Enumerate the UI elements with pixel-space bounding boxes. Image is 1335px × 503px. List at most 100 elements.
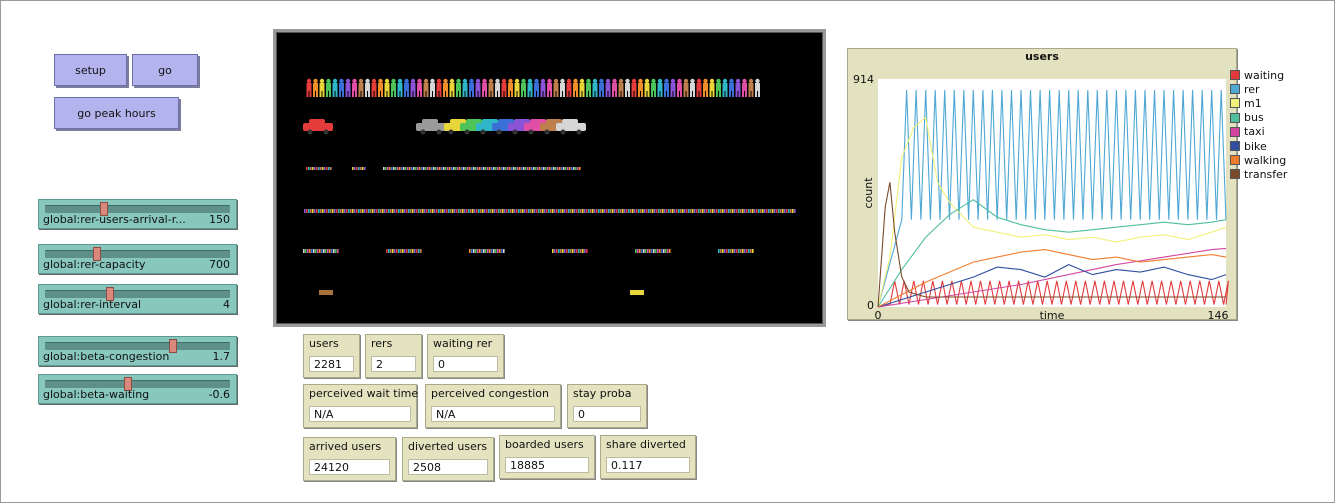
bus-agent xyxy=(330,167,332,170)
metro-agent xyxy=(618,209,620,213)
bus-agent xyxy=(517,167,519,170)
metro-agent xyxy=(498,209,500,213)
metro-agent xyxy=(592,209,594,213)
bus-agent xyxy=(417,167,419,170)
metro-agent xyxy=(572,209,574,213)
legend-item-bus: bus xyxy=(1230,111,1287,125)
monitor-label: share diverted xyxy=(606,438,686,451)
person-agent xyxy=(462,78,468,97)
person-agent xyxy=(365,78,370,97)
slider-value: 700 xyxy=(209,258,230,271)
rer-agent xyxy=(698,249,701,253)
slider-rer-interval[interactable]: global:rer-interval 4 xyxy=(38,284,237,314)
person-agent xyxy=(358,78,364,97)
person-agent xyxy=(313,78,318,97)
rer-agent xyxy=(593,249,596,253)
person-agent xyxy=(540,78,546,97)
metro-agent xyxy=(614,209,616,213)
metro-agent xyxy=(750,209,752,213)
rer-agent xyxy=(730,249,732,253)
rer-agent xyxy=(738,249,740,253)
rer-agent xyxy=(556,249,558,253)
rer-agent xyxy=(609,249,612,253)
person-agent xyxy=(579,78,585,97)
person-agent xyxy=(475,78,481,97)
slider-thumb[interactable] xyxy=(168,339,177,353)
go-peak-hours-button[interactable]: go peak hours xyxy=(54,97,179,129)
go-button[interactable]: go xyxy=(132,54,198,86)
bus-agent xyxy=(555,167,557,170)
metro-agent xyxy=(686,209,688,213)
slider-thumb[interactable] xyxy=(100,202,109,216)
setup-button[interactable]: setup xyxy=(54,54,127,86)
slider-track xyxy=(45,380,230,388)
rer-agent xyxy=(777,249,780,253)
metro-agent xyxy=(482,209,484,213)
slider-rer-users-arrival-rate[interactable]: global:rer-users-arrival-r... 150 xyxy=(38,199,237,229)
rer-agent xyxy=(497,249,499,253)
slider-rer-capacity[interactable]: global:rer-capacity 700 xyxy=(38,244,237,274)
metro-agent xyxy=(546,209,548,213)
bus-agent xyxy=(451,167,453,170)
rer-agent xyxy=(635,249,637,253)
bus-agent xyxy=(433,167,435,170)
metro-agent xyxy=(748,209,750,213)
series-line-rer xyxy=(877,89,1227,308)
slider-thumb[interactable] xyxy=(93,247,102,261)
metro-agent xyxy=(790,209,792,213)
metro-agent xyxy=(782,209,784,213)
y-tick-label: 914 xyxy=(853,73,874,86)
rer-agent xyxy=(451,249,454,253)
rer-agent xyxy=(576,249,578,253)
legend-item-rer: rer xyxy=(1230,82,1287,96)
slider-beta-waiting[interactable]: global:beta-waiting -0.6 xyxy=(38,374,237,404)
rer-agent xyxy=(568,249,570,253)
metro-agent xyxy=(464,209,466,213)
monitor-stay-proba: stay proba 0 xyxy=(567,384,647,428)
rer-agent xyxy=(453,249,456,253)
metro-agent xyxy=(502,209,504,213)
rer-agent xyxy=(613,249,616,253)
metro-agent xyxy=(462,209,464,213)
slider-thumb[interactable] xyxy=(123,377,132,391)
metro-agent xyxy=(722,209,724,213)
metro-agent xyxy=(500,209,502,213)
world-view[interactable] xyxy=(273,29,826,327)
metro-agent xyxy=(566,209,568,213)
series-line-bike xyxy=(877,263,1227,308)
slider-beta-congestion[interactable]: global:beta-congestion 1.7 xyxy=(38,336,237,366)
metro-agent xyxy=(416,209,418,213)
person-agent xyxy=(306,78,312,97)
person-agent xyxy=(690,78,695,97)
bus-agent xyxy=(519,167,521,170)
metro-agent xyxy=(578,209,580,213)
slider-thumb[interactable] xyxy=(105,287,114,301)
rer-agent xyxy=(566,249,568,253)
rer-agent xyxy=(582,249,584,253)
bus-agent xyxy=(411,167,413,170)
metro-agent xyxy=(522,209,524,213)
bus-agent xyxy=(407,167,409,170)
metro-agent xyxy=(336,209,338,213)
rer-agent xyxy=(366,249,369,253)
person-agent xyxy=(586,78,591,97)
rer-agent xyxy=(337,249,339,253)
monitor-label: stay proba xyxy=(573,387,632,400)
metro-agent xyxy=(746,209,748,213)
metro-agent xyxy=(612,209,614,213)
metro-agent xyxy=(760,209,762,213)
metro-agent xyxy=(526,209,528,213)
metro-agent xyxy=(690,209,692,213)
rer-agent xyxy=(410,249,412,253)
rer-agent xyxy=(771,249,774,253)
metro-agent xyxy=(440,209,442,213)
person-agent xyxy=(391,78,396,97)
rer-agent xyxy=(678,249,681,253)
person-agent xyxy=(709,78,715,97)
bus-agent xyxy=(320,167,322,170)
metro-agent xyxy=(676,209,678,213)
rer-agent xyxy=(455,249,458,253)
legend-item-waiting: waiting xyxy=(1230,68,1287,82)
rer-agent xyxy=(534,249,537,253)
bus-agent xyxy=(429,167,431,170)
